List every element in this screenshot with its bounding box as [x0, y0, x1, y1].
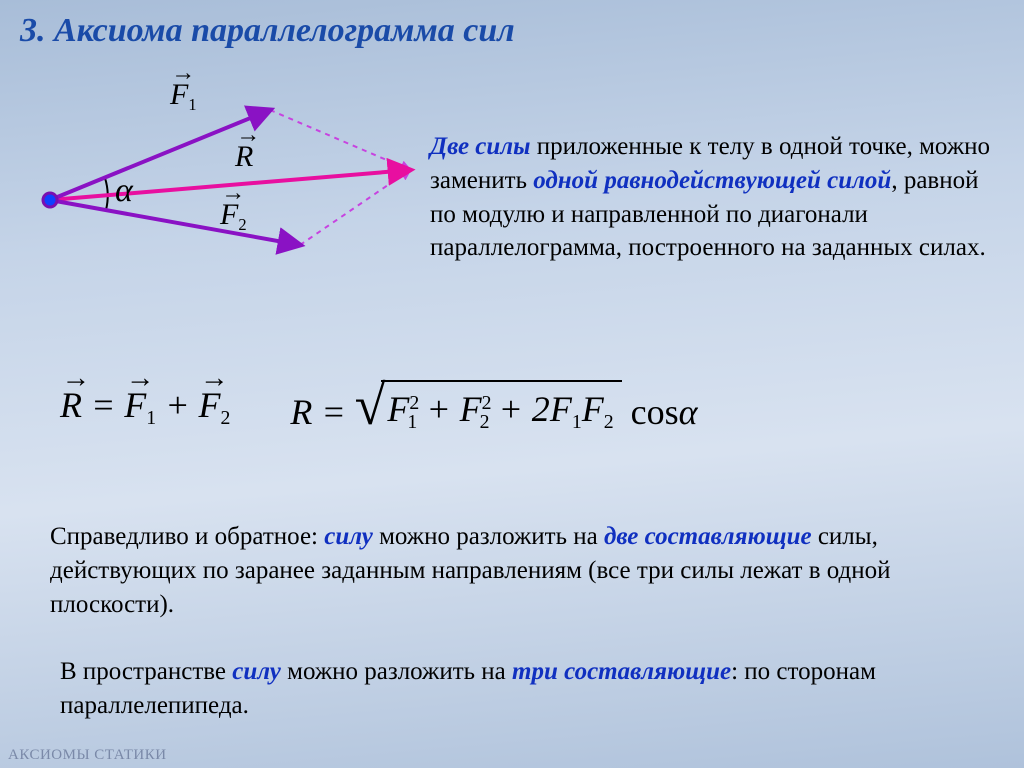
magnitude-equation: R = √ F21 + F22 + 2F1F2 cosα — [290, 380, 697, 434]
origin-point — [43, 193, 57, 207]
dash-f2-to-r — [300, 170, 410, 245]
equation-row: R = F1 + F2 R = √ F21 + F22 + 2F1F2 cosα — [60, 380, 960, 434]
label-F1: F1 — [170, 78, 197, 115]
parallelogram-diagram: F1 R F2 α — [20, 80, 420, 280]
footer-label: АКСИОМЫ СТАТИКИ — [8, 747, 167, 764]
label-alpha: α — [115, 172, 133, 210]
hl-two-forces: Две силы — [430, 133, 530, 160]
paragraph-2: Справедливо и обратное: силу можно разло… — [50, 520, 980, 621]
hl-three-components: три составляющие — [512, 658, 731, 685]
slide-title: 3. Аксиома параллелограмма сил — [20, 12, 515, 50]
paragraph-3: В пространстве силу можно разложить на т… — [60, 655, 980, 723]
label-R: R — [235, 140, 253, 174]
hl-force: силу — [324, 523, 373, 550]
label-F2: F2 — [220, 198, 247, 235]
vector-F2 — [50, 200, 300, 245]
dash-f1-to-r — [270, 110, 410, 170]
vector-equation: R = F1 + F2 — [60, 384, 230, 430]
diagram-svg — [20, 80, 420, 280]
paragraph-1: Две силы приложенные к телу в одной точк… — [430, 130, 1010, 265]
hl-resultant: одной равнодействующей силой — [533, 167, 891, 194]
hl-two-components: две составляющие — [604, 523, 812, 550]
hl-force-3d: силу — [232, 658, 281, 685]
